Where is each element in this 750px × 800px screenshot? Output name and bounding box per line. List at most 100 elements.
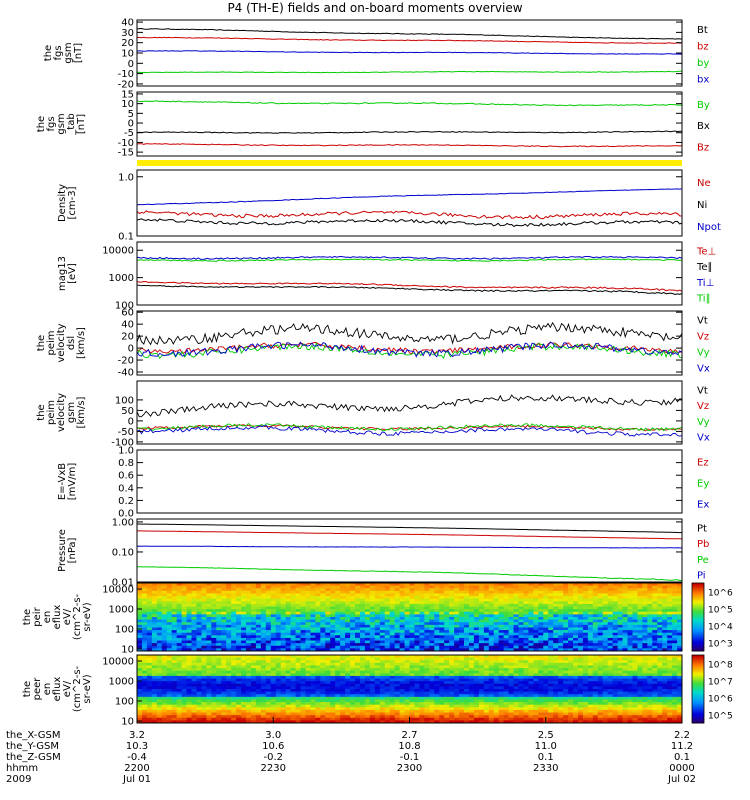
spectrogram-cell [672, 614, 678, 618]
spectrogram-cell [280, 601, 287, 605]
spectrogram-cell [424, 694, 430, 698]
spectrogram-cell [236, 627, 242, 631]
spectrogram-cell [642, 609, 648, 613]
spectrogram-cell [295, 619, 301, 623]
spectrogram-cell [137, 635, 143, 639]
spectrogram-cell [201, 601, 207, 605]
spectrogram-cell [246, 630, 252, 634]
spectrogram-cell [597, 588, 604, 592]
spectrogram-cell [592, 673, 599, 677]
spectrogram-cell [592, 686, 599, 690]
spectrogram-cell [137, 657, 143, 661]
spectrogram-cell [632, 624, 638, 628]
spectrogram-cell [548, 624, 554, 628]
spectrogram-cell [201, 686, 207, 690]
spectrogram-cell [617, 675, 623, 679]
spectrogram-cell [201, 670, 207, 674]
spectrogram-cell [602, 635, 609, 639]
spectrogram-cell [677, 622, 683, 626]
spectrogram-cell [320, 675, 326, 679]
spectrogram-cell [582, 657, 589, 661]
spectrogram-cell [320, 678, 326, 682]
spectrogram-cell [201, 655, 207, 659]
spectrogram-cell [211, 691, 217, 695]
spectrogram-cell [181, 622, 187, 626]
spectrogram-cell [241, 596, 247, 600]
spectrogram-cell [573, 627, 579, 631]
spectrogram-cell [364, 593, 371, 597]
spectrogram-cell [667, 637, 673, 641]
spectrogram-cell [464, 617, 470, 621]
spectrogram-cell [161, 611, 168, 615]
spectrogram-cell [439, 603, 445, 607]
spectrogram-cell [161, 662, 168, 666]
spectrogram-cell [171, 678, 178, 682]
spectrogram-cell [285, 689, 291, 693]
spectrogram-cell [577, 593, 584, 597]
spectrogram-cell [419, 614, 425, 618]
spectrogram-cell [236, 617, 242, 621]
spectrogram-cell [622, 665, 628, 669]
spectrogram-cell [320, 668, 326, 672]
spectrogram-cell [216, 630, 222, 634]
spectrogram-cell [419, 596, 425, 600]
spectrogram-cell [280, 660, 287, 664]
spectrogram-cell [161, 673, 168, 677]
spectrogram-cell [558, 657, 564, 661]
spectrogram-cell [607, 601, 614, 605]
spectrogram-cell [186, 619, 192, 623]
colorbar-cell [692, 611, 704, 615]
spectrogram-cell [345, 630, 351, 634]
spectrogram-cell [295, 627, 301, 631]
spectrogram-cell [493, 668, 500, 672]
spectrogram-cell [518, 585, 524, 589]
spectrogram-cell [265, 627, 272, 631]
spectrogram-cell [340, 593, 346, 597]
spectrogram-cell [464, 657, 470, 661]
spectrogram-cell [236, 619, 242, 623]
spectrogram-cell [642, 643, 648, 647]
spectrogram-cell [310, 588, 316, 592]
spectrogram-cell [672, 662, 678, 666]
spectrogram-cell [627, 588, 633, 592]
spectrogram-cell [290, 686, 296, 690]
spectrogram-cell [414, 614, 420, 618]
spectrogram-cell [582, 660, 589, 664]
spectrogram-cell [265, 637, 272, 641]
spectrogram-cell [300, 637, 306, 641]
spectrogram-cell [295, 635, 301, 639]
spectrogram-cell [483, 640, 490, 644]
spectrogram-cell [141, 637, 148, 641]
spectrogram-cell [330, 624, 336, 628]
spectrogram-cell [201, 614, 207, 618]
spectrogram-cell [246, 694, 252, 698]
spectrogram-cell [305, 596, 311, 600]
spectrogram-cell [226, 660, 232, 664]
spectrogram-cell [538, 637, 544, 641]
spectrogram-cell [186, 637, 192, 641]
spectrogram-cell [404, 670, 410, 674]
spectrogram-cell [523, 614, 529, 618]
spectrogram-cell [295, 673, 301, 677]
spectrogram-cell [181, 681, 187, 685]
spectrogram-cell [592, 648, 599, 652]
spectrogram-cell [226, 681, 232, 685]
y-axis-label-line: [km/s] [76, 396, 87, 428]
spectrogram-cell [419, 632, 425, 636]
legend-entry: Vx [697, 364, 710, 375]
spectrogram-cell [280, 662, 287, 666]
spectrogram-cell [369, 673, 376, 677]
spectrogram-cell [533, 657, 539, 661]
spectrogram-cell [429, 624, 435, 628]
spectrogram-cell [454, 606, 460, 610]
spectrogram-cell [374, 645, 381, 649]
spectrogram-cell [637, 665, 643, 669]
spectrogram-cell [473, 689, 480, 693]
spectrogram-cell [399, 624, 405, 628]
spectrogram-cell [652, 662, 658, 666]
spectrogram-cell [518, 611, 524, 615]
spectrogram-cell [543, 635, 549, 639]
spectrogram-cell [617, 606, 623, 610]
spectrogram-cell [355, 696, 361, 700]
spectrogram-cell [206, 681, 212, 685]
